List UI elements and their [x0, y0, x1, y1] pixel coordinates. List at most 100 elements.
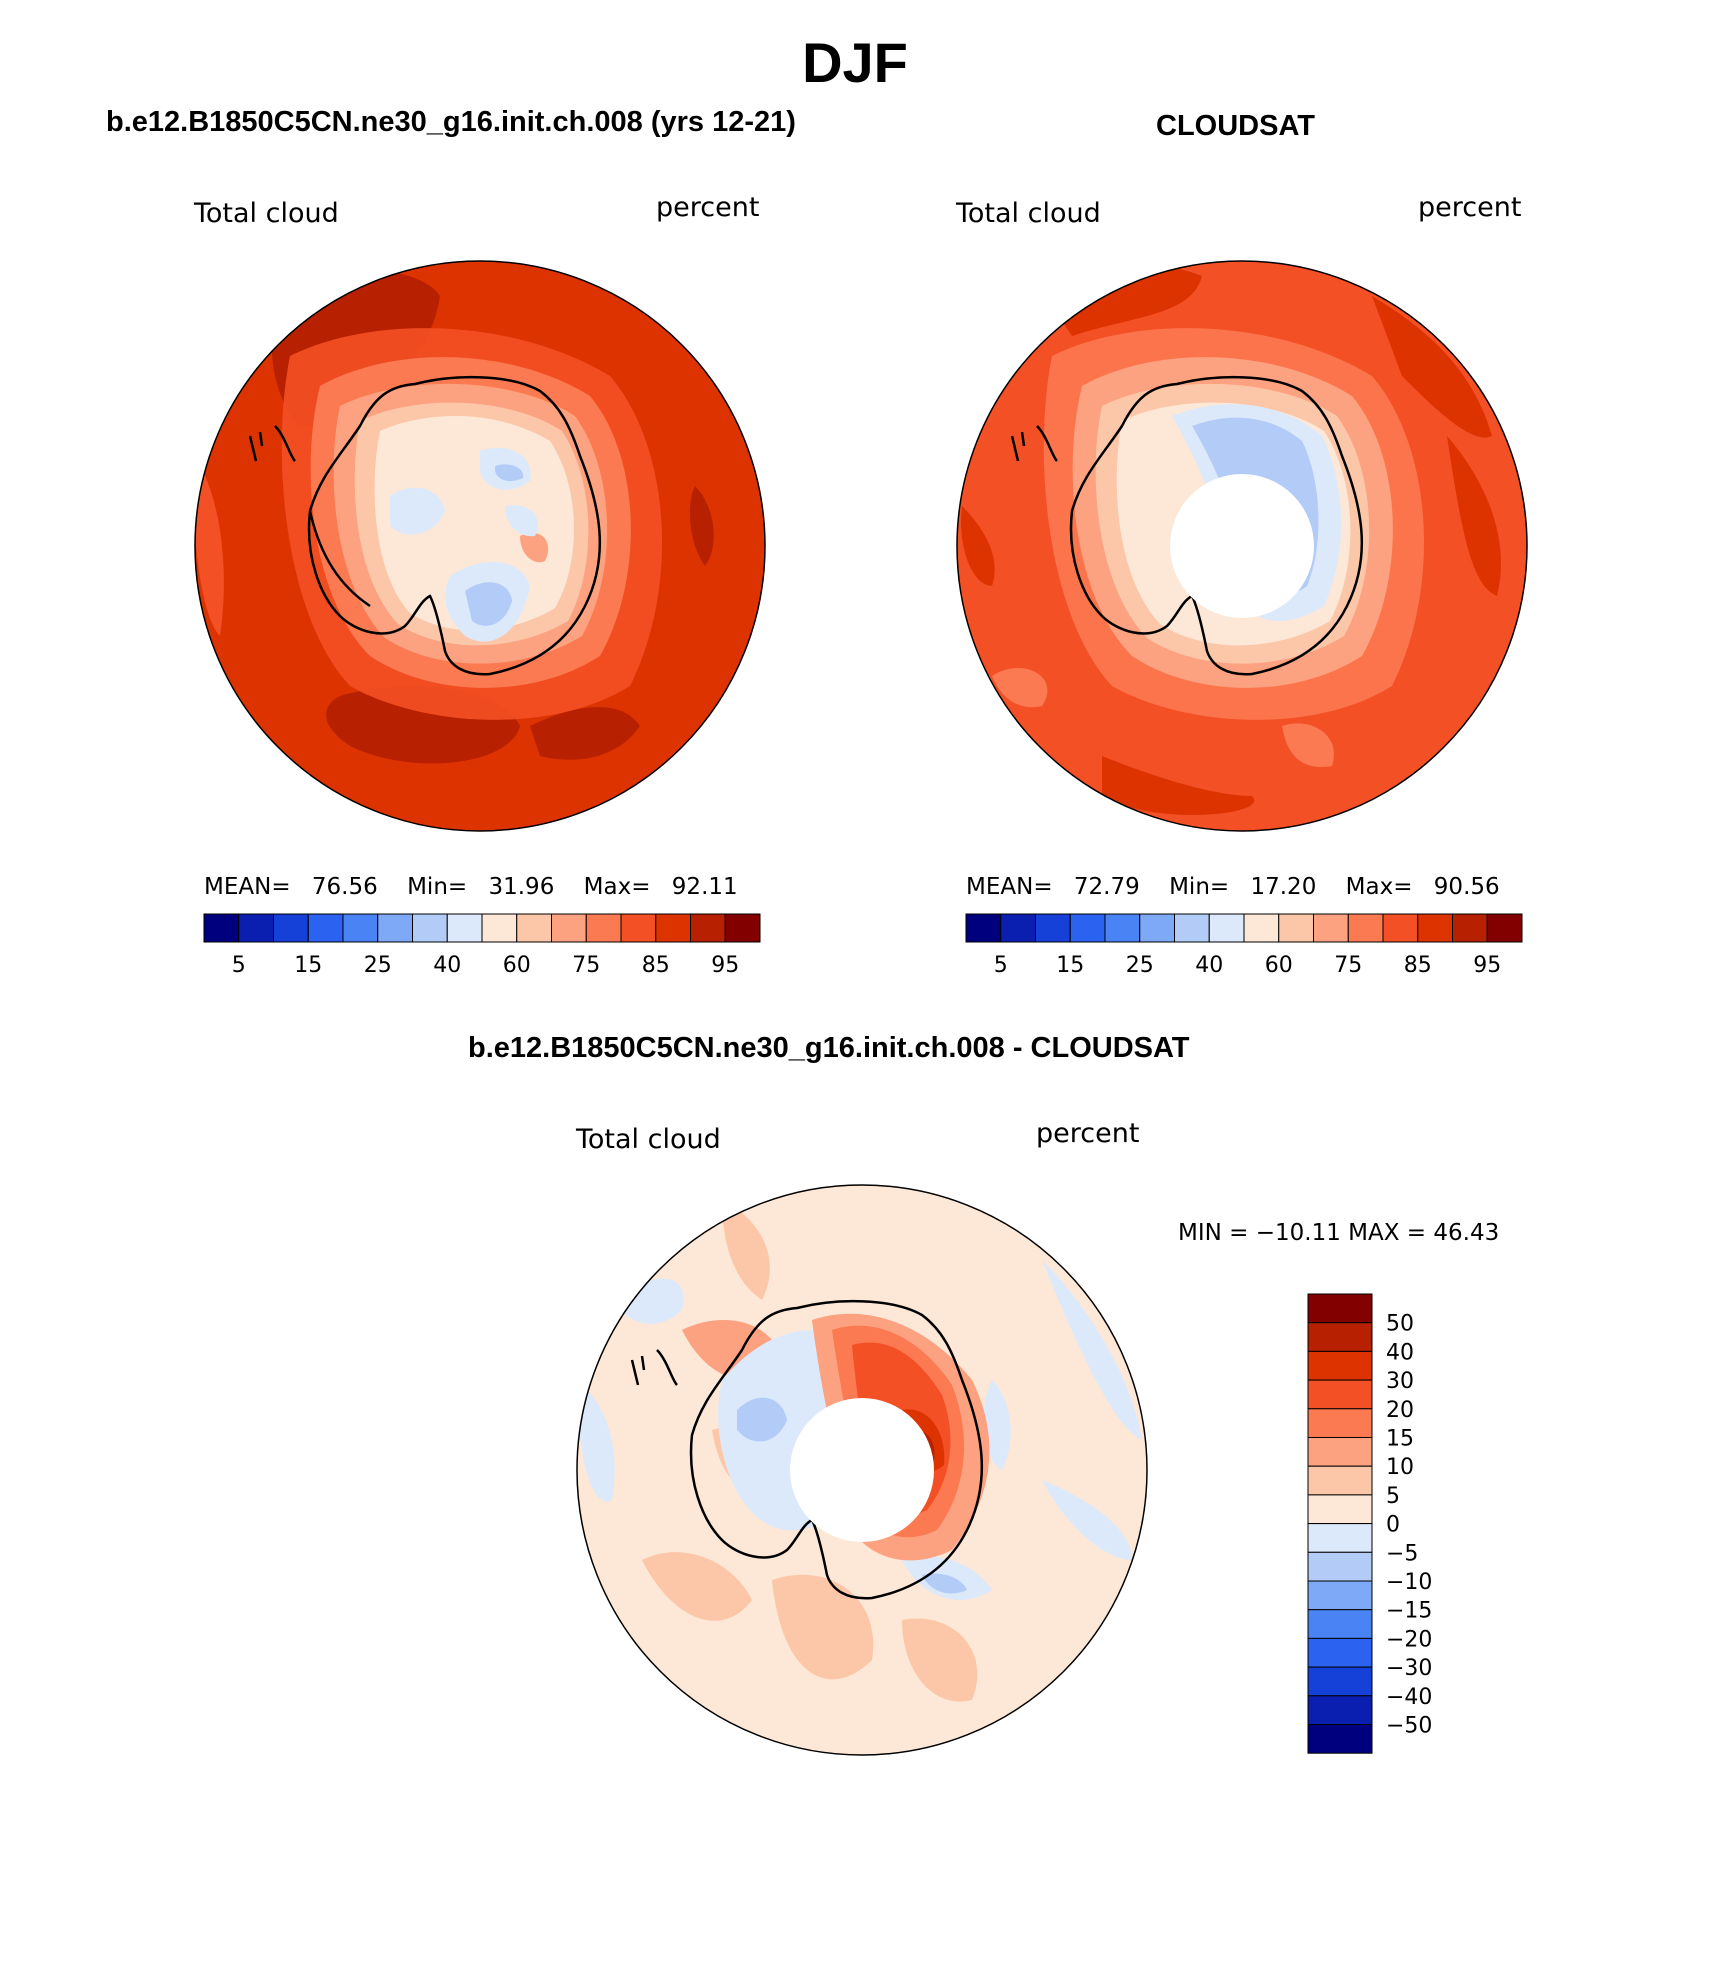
- panel-3-colorbar-tick-label: −5: [1386, 1541, 1418, 1566]
- panel-3-colorbar-swatch: [1307, 1322, 1373, 1352]
- panel-2-colorbar-swatch: [1486, 913, 1523, 943]
- panel-3-colorbar-tick-label: 10: [1386, 1455, 1414, 1480]
- panel-3-colorbar-tick-label: −40: [1386, 1685, 1432, 1710]
- panel-3-colorbar-tick-label: −10: [1386, 1570, 1432, 1595]
- panel-1-colorbar-swatch: [690, 913, 726, 943]
- panel-1-mean-value: 76.56: [311, 874, 378, 900]
- panel-3-colorbar-tick-label: −20: [1386, 1627, 1432, 1652]
- panel-1-colorbar-swatch: [585, 913, 622, 943]
- panel-3-colorbar-tick-label: 0: [1386, 1513, 1400, 1538]
- panel-1-stats: MEAN= 76.56 Min= 31.96 Max= 92.11: [204, 874, 738, 900]
- panel-2-variable-label: Total cloud: [956, 198, 1101, 229]
- panel-3-colorbar-swatch: [1307, 1494, 1373, 1525]
- panel-1-min-label: Min=: [407, 874, 468, 900]
- panel-2-colorbar-tick-label: 60: [1265, 953, 1293, 978]
- panel-2-title: CLOUDSAT: [1156, 110, 1315, 142]
- panel-2-stats: MEAN= 72.79 Min= 17.20 Max= 90.56: [966, 874, 1500, 900]
- panel-3-colorbar-tick-label: −15: [1386, 1599, 1432, 1624]
- panel-3-colorbar-tick-label: 50: [1386, 1312, 1414, 1337]
- panel-2-colorbar-tick-label: 15: [1056, 953, 1084, 978]
- panel-2-polar-map: [956, 260, 1528, 832]
- panel-2-colorbar-swatch: [1174, 913, 1210, 943]
- panel-1-variable-label: Total cloud: [194, 198, 339, 229]
- panel-1-colorbar-tick-label: 25: [364, 953, 392, 978]
- panel-1-colorbar-swatch: [238, 913, 274, 943]
- panel-1-max-value: 92.11: [671, 874, 738, 900]
- panel-1-colorbar-swatch: [724, 913, 761, 943]
- panel-2-colorbar-swatch: [1382, 913, 1419, 943]
- panel-3-colorbar-tick-label: 15: [1386, 1427, 1414, 1452]
- panel-3-colorbar-swatch: [1307, 1637, 1373, 1668]
- panel-1-mean-label: MEAN=: [204, 874, 291, 900]
- panel-2-colorbar-swatch: [1069, 913, 1106, 943]
- panel-1-colorbar-swatch: [412, 913, 448, 943]
- panel-3-colorbar-tick-label: 20: [1386, 1398, 1414, 1423]
- panel-2-max-value: 90.56: [1433, 874, 1500, 900]
- panel-3-colorbar-swatch: [1307, 1580, 1373, 1611]
- panel-1-polar-map: [194, 260, 766, 832]
- panel-3-colorbar-swatch: [1307, 1465, 1373, 1496]
- panel-2-colorbar-tick-label: 75: [1334, 953, 1362, 978]
- panel-2-mean-value: 72.79: [1073, 874, 1140, 900]
- panel-1-colorbar-tick-label: 5: [232, 953, 246, 978]
- panel-1-colorbar-tick-label: 95: [711, 953, 739, 978]
- panel-1-colorbar-swatch: [203, 913, 240, 943]
- panel-3-colorbar-swatch: [1307, 1523, 1373, 1553]
- panel-1-colorbar-tick-label: 85: [642, 953, 670, 978]
- panel-1-colorbar-swatch: [342, 913, 379, 943]
- panel-1-colorbar-swatch: [551, 913, 587, 943]
- panel-2-colorbar-swatch: [1243, 913, 1280, 943]
- panel-2-colorbar-tick-label: 5: [994, 953, 1008, 978]
- panel-2-colorbar-swatch: [1208, 913, 1245, 943]
- panel-3-colorbar-swatch: [1307, 1350, 1373, 1381]
- panel-3-minmax: MIN = −10.11 MAX = 46.43: [1178, 1220, 1500, 1246]
- panel-3-colorbar-swatch: [1307, 1609, 1373, 1639]
- panel-2-colorbar-swatch: [1452, 913, 1488, 943]
- panel-2-colorbar-swatch: [1347, 913, 1384, 943]
- panel-1-title: b.e12.B1850C5CN.ne30_g16.init.ch.008 (yr…: [106, 106, 796, 138]
- figure-suptitle: DJF: [802, 31, 908, 94]
- panel-1-colorbar-swatch: [620, 913, 657, 943]
- panel-3-polar-map: [576, 1184, 1148, 1756]
- panel-2-colorbar-swatch: [1104, 913, 1141, 943]
- panel-3-colorbar-swatch: [1307, 1695, 1373, 1725]
- panel-1-colorbar-tick-label: 75: [572, 953, 600, 978]
- panel-3-colorbar-tick-label: 5: [1386, 1484, 1400, 1509]
- panel-2-colorbar-swatch: [965, 913, 1002, 943]
- panel-2-colorbar-swatch: [1035, 913, 1071, 943]
- panel-3-colorbar-swatch: [1307, 1293, 1373, 1324]
- panel-1-colorbar-swatch: [481, 913, 518, 943]
- panel-1-max-label: Max=: [583, 874, 651, 900]
- panel-1-colorbar-tick-label: 60: [503, 953, 531, 978]
- panel-3-colorbar-swatch: [1307, 1551, 1373, 1582]
- panel-2-colorbar: 5 15 25 40 60 75 85 95: [965, 913, 1523, 978]
- panel-3-colorbar-tick-label: −50: [1386, 1714, 1432, 1739]
- panel-2-units-label: percent: [1418, 192, 1522, 223]
- panel-3-colorbar-tick-label: −30: [1386, 1656, 1432, 1681]
- panel-3-colorbar-swatch: [1307, 1408, 1373, 1439]
- panel-2-colorbar-tick-label: 95: [1473, 953, 1501, 978]
- panel-2-colorbar-tick-label: 25: [1126, 953, 1154, 978]
- panel-2-colorbar-swatch: [1313, 913, 1349, 943]
- panel-1-colorbar-swatch: [377, 913, 413, 943]
- panel-3-variable-label: Total cloud: [576, 1124, 721, 1155]
- panel-3-units-label: percent: [1036, 1118, 1140, 1149]
- panel-2-min-value: 17.20: [1250, 874, 1317, 900]
- panel-2-mean-label: MEAN=: [966, 874, 1053, 900]
- panel-1-units-label: percent: [656, 192, 760, 223]
- panel-2-colorbar-swatch: [1417, 913, 1453, 943]
- panel-1-colorbar-swatch: [307, 913, 344, 943]
- panel-3-colorbar-tick-label: 30: [1386, 1369, 1414, 1394]
- panel-1-colorbar-swatch: [655, 913, 691, 943]
- panel-1-colorbar-tick-label: 40: [433, 953, 461, 978]
- panel-1-colorbar-swatch: [273, 913, 309, 943]
- panel-1-min-value: 31.96: [488, 874, 555, 900]
- panel-3-colorbar-swatch: [1307, 1379, 1373, 1410]
- panel-2-colorbar-swatch: [1000, 913, 1036, 943]
- panel-1-colorbar: 5 15 25 40 60 75 85 95: [203, 913, 761, 978]
- panel-3-colorbar-swatch: [1307, 1724, 1373, 1754]
- panel-3-colorbar-tick-label: 40: [1386, 1340, 1414, 1365]
- panel-1-colorbar-swatch: [516, 913, 552, 943]
- panel-1-colorbar-swatch: [446, 913, 483, 943]
